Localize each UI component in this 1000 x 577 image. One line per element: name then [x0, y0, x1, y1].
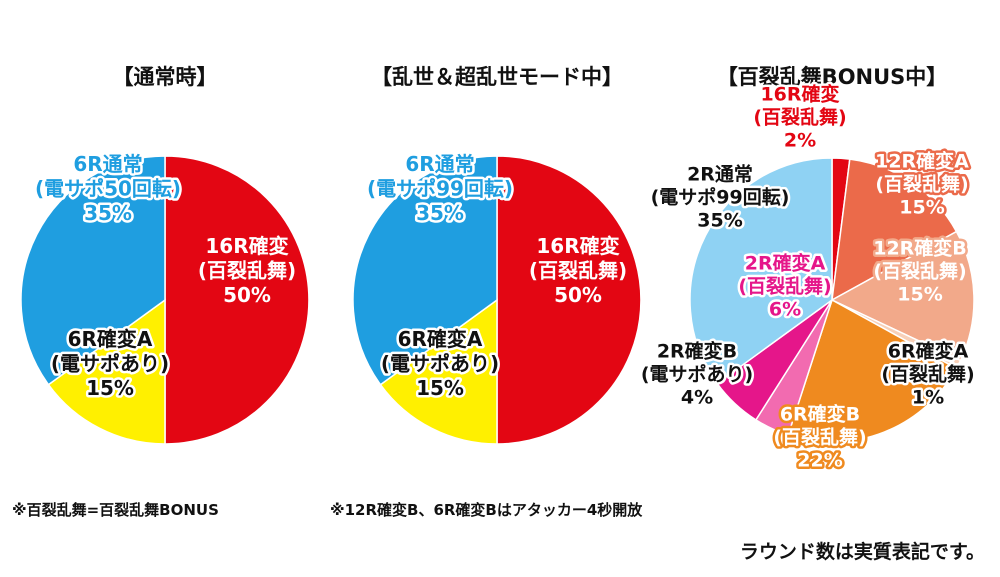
pie-slice-normal-2: [20, 155, 166, 386]
pie-chart-ransei-mode: 16R確変(百裂乱舞)50% 6R確変A(電サポあり)15% 6R通常(電サポ99回…: [352, 150, 642, 445]
pie-title-hyakuretsu-bonus: 【百裂乱舞BONUS中】: [717, 65, 948, 89]
slice-label-hyakuretsu-bonus-7-1: (電サポ99回転): [651, 186, 790, 209]
slice-label-hyakuretsu-bonus-3-1: (百裂乱舞): [881, 363, 974, 386]
slice-label-hyakuretsu-bonus-6-1: (百裂乱舞): [738, 275, 831, 298]
slice-value-label-hyakuretsu-bonus-0: 2%: [784, 130, 816, 152]
slice-value-label-hyakuretsu-bonus-4: 22%: [797, 450, 842, 472]
slice-label-hyakuretsu-bonus-7-0: 2R通常: [687, 162, 753, 185]
pie-chart-normal: 16R確変(百裂乱舞)50% 6R確変A(電サポあり)15% 6R通常(電サポ50回…: [20, 150, 310, 445]
slice-value-label-ransei-mode-1: 15%: [416, 376, 464, 400]
slice-label-hyakuretsu-bonus-2-1: (百裂乱舞): [873, 260, 966, 283]
slice-label-hyakuretsu-bonus-1-1: (百裂乱舞): [875, 173, 968, 196]
slice-value-label-hyakuretsu-bonus-1: 15%: [899, 197, 944, 219]
slice-value-label-normal-0: 50%: [223, 283, 271, 307]
footer-round-note: ラウンド数は実質表記です。: [740, 540, 985, 563]
pie-slice-ransei-mode-0: [496, 155, 642, 445]
slice-value-label-hyakuretsu-bonus-6: 6%: [769, 299, 801, 321]
pie-slice-ransei-mode-1: [379, 298, 498, 445]
slice-label-hyakuretsu-bonus-5-0: 2R確変B: [657, 339, 737, 362]
slice-label-hyakuretsu-bonus-6-0: 2R確変A: [745, 251, 826, 274]
slice-label-normal-0-0: 16R確変: [205, 234, 288, 258]
slice-label-hyakuretsu-bonus-3-0: 6R確変A: [888, 339, 969, 362]
slice-label-hyakuretsu-bonus-2-0: 12R確変B: [873, 236, 967, 259]
pie-title-normal: 【通常時】: [113, 65, 218, 89]
slice-label-ransei-mode-1-0: 6R確変A: [398, 327, 483, 351]
slice-label-normal-2-1: (電サポ50回転): [35, 177, 181, 201]
pie-slice-hyakuretsu-bonus-2: [830, 230, 975, 362]
pie-slice-normal-1: [47, 298, 166, 445]
slice-label-ransei-mode-1-1: (電サポあり): [381, 352, 499, 376]
slice-label-ransei-mode-0-1: (百裂乱舞): [529, 259, 627, 283]
slice-value-label-ransei-mode-2: 35%: [416, 201, 464, 225]
pie-chart-hyakuretsu-bonus: 16R確変(百裂乱舞)2%12R確変A(百裂乱舞)15%12R確変B(百裂乱舞)…: [638, 80, 977, 474]
pie-slice-hyakuretsu-bonus-7: [689, 157, 833, 385]
note-attacker-open: ※12R確変B、6R確変Bはアタッカー4秒開放: [330, 501, 643, 519]
slice-value-label-hyakuretsu-bonus-3: 1%: [912, 387, 944, 409]
slice-label-ransei-mode-2-0: 6R通常: [405, 152, 474, 176]
slice-label-normal-0-1: (百裂乱舞): [198, 259, 296, 283]
pie-slice-ransei-mode-2: [352, 155, 498, 386]
slice-label-normal-1-0: 6R確変A: [68, 327, 153, 351]
slice-label-ransei-mode-2-1: (電サポ99回転): [367, 177, 513, 201]
slice-label-hyakuretsu-bonus-5-1: (電サポあり): [641, 363, 753, 386]
pie-title-ransei-mode: 【乱世＆超乱世モード中】: [371, 65, 623, 89]
note-hyakuretsu-definition: ※百裂乱舞=百裂乱舞BONUS: [12, 501, 219, 519]
slice-label-normal-2-0: 6R通常: [73, 152, 142, 176]
slice-label-hyakuretsu-bonus-4-1: (百裂乱舞): [773, 426, 866, 449]
slice-value-label-normal-1: 15%: [86, 376, 134, 400]
slice-label-ransei-mode-0-0: 16R確変: [536, 234, 619, 258]
slice-label-hyakuretsu-bonus-1-0: 12R確変A: [875, 149, 969, 172]
pie-slice-hyakuretsu-bonus-4: [787, 298, 958, 443]
slice-value-label-hyakuretsu-bonus-2: 15%: [897, 284, 942, 306]
slice-label-normal-1-1: (電サポあり): [51, 352, 169, 376]
slice-label-hyakuretsu-bonus-0-0: 16R確変: [760, 82, 839, 105]
pie-slice-hyakuretsu-bonus-1: [831, 158, 958, 302]
pie-slice-normal-0: [164, 155, 310, 445]
slice-label-hyakuretsu-bonus-4-0: 6R確変B: [780, 402, 860, 425]
slice-label-hyakuretsu-bonus-0-1: (百裂乱舞): [753, 106, 846, 129]
slice-value-label-hyakuretsu-bonus-5: 4%: [681, 387, 713, 409]
slice-value-label-ransei-mode-0: 50%: [554, 283, 602, 307]
slice-value-label-normal-2: 35%: [84, 201, 132, 225]
slice-value-label-hyakuretsu-bonus-7: 35%: [697, 210, 742, 232]
